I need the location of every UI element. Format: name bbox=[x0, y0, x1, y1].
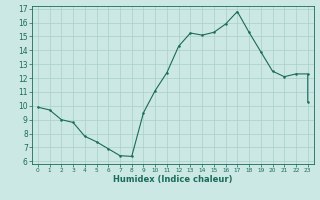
X-axis label: Humidex (Indice chaleur): Humidex (Indice chaleur) bbox=[113, 175, 233, 184]
